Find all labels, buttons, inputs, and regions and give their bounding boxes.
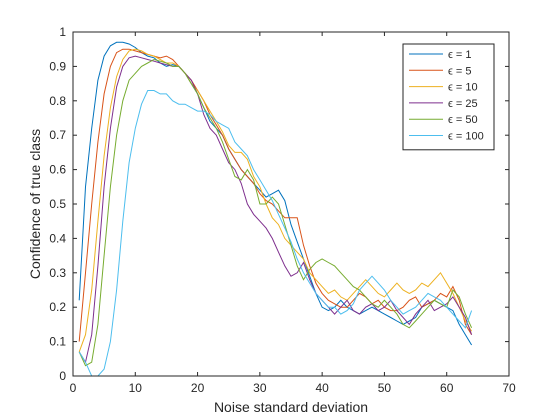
y-tick-label: 0.8 [49,94,66,108]
legend-label: ϵ = 5 [448,65,472,77]
legend-label: ϵ = 25 [448,98,478,110]
x-tick-label: 40 [315,381,329,395]
y-tick-label: 0.9 [49,59,66,73]
y-tick-label: 0.2 [49,300,66,314]
x-tick-label: 0 [70,381,77,395]
y-tick-label: 0.3 [49,266,66,280]
y-tick-label: 0.4 [49,231,66,245]
x-tick-label: 70 [502,381,516,395]
x-tick-label: 30 [253,381,267,395]
series-line-4 [78,55,473,364]
x-tick-label: 50 [378,381,392,395]
legend: ϵ = 1 ϵ = 5 ϵ = 10 ϵ = 25 ϵ = 50 ϵ = 100 [402,43,495,151]
y-tick-label: 0.5 [49,197,66,211]
x-tick-label: 60 [440,381,454,395]
ticks-layer: 0 10 20 30 40 50 60 70 0 0.1 0.2 0.3 0.4 0.5 0.6 0.7 0.8… [49,25,516,395]
legend-box [402,43,495,151]
x-tick-label: 20 [191,381,205,395]
y-tick-label: 0.7 [49,128,66,142]
y-tick-label: 1 [59,25,66,39]
series-layer [78,41,473,377]
y-tick-label: 0.6 [49,163,66,177]
legend-label: ϵ = 10 [448,82,478,94]
y-tick-label: 0.1 [49,335,66,349]
series-line-5 [78,58,473,367]
y-axis-title: Confidence of true class [27,129,43,279]
series-line-6 [78,90,473,377]
series-line-1 [78,41,473,346]
legend-label: ϵ = 1 [448,49,472,61]
x-axis-title: Noise standard deviation [214,399,368,415]
legend-label: ϵ = 100 [448,131,484,143]
y-tick-label: 0 [59,369,66,383]
legend-label: ϵ = 50 [448,114,478,126]
x-tick-label: 10 [129,381,143,395]
series-line-3 [78,48,473,353]
